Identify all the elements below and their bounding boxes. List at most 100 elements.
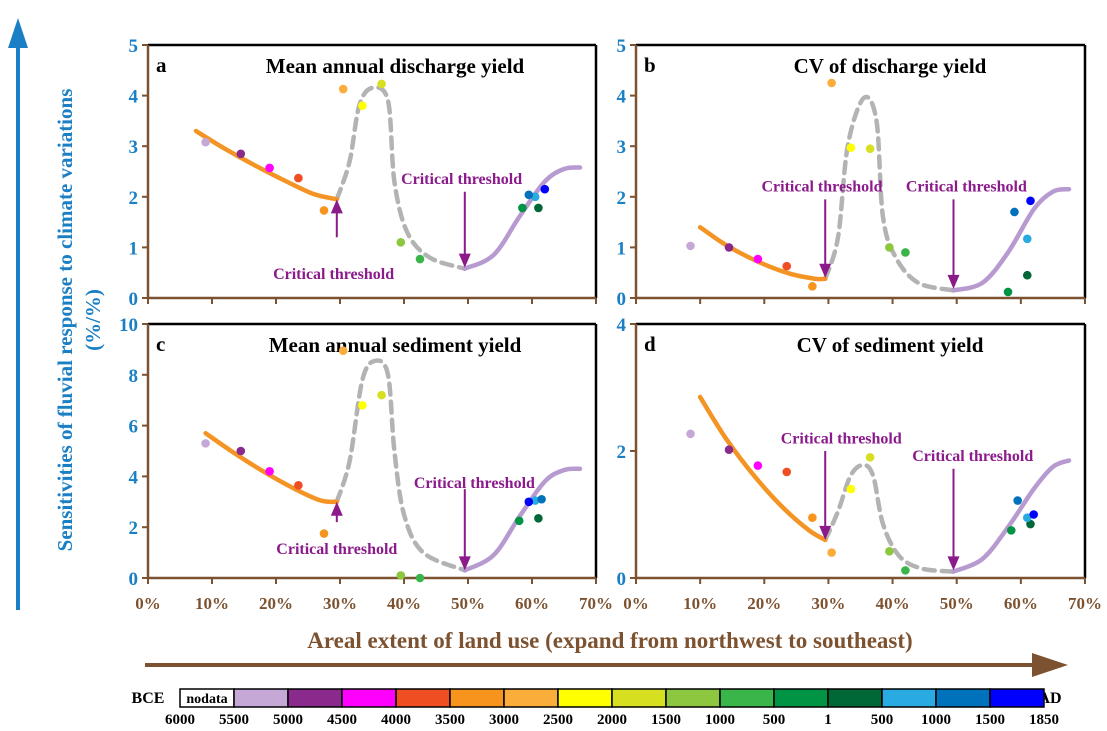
data-point (319, 206, 329, 215)
legend-tick-label: 1 (824, 712, 832, 728)
y-tick-label: 3 (129, 137, 139, 158)
y-tick-label: 4 (129, 87, 139, 108)
x-axis-title-group: Areal extent of land use (expand from no… (145, 628, 1068, 677)
legend-swatch (395, 688, 451, 708)
data-point (686, 429, 695, 439)
panel-title: Mean annual discharge yield (266, 54, 525, 78)
data-point (865, 453, 875, 462)
data-point (377, 390, 386, 400)
data-point (294, 173, 303, 183)
legend-swatch (287, 688, 343, 708)
data-point (724, 243, 734, 252)
x-tick-label: 30% (811, 594, 845, 613)
legend-tick-label: 5000 (273, 712, 303, 728)
data-point (901, 566, 910, 575)
legend-tick-label: 4500 (327, 712, 357, 728)
legend-swatch (557, 688, 613, 708)
legend-swatch (449, 688, 505, 708)
y-tick-label: 0 (617, 289, 627, 310)
legend-tick-label: 500 (763, 712, 786, 728)
legend-swatch (611, 688, 667, 708)
data-point (753, 461, 763, 470)
data-point (415, 254, 425, 264)
time-color-legend: BCE AD nodata 6000 5500 5000 4500 4000 3500 30… (132, 688, 1062, 728)
critical-threshold-label: Critical threshold (912, 448, 1033, 465)
data-point (534, 514, 543, 523)
x-tick-label: 20% (259, 594, 293, 613)
critical-threshold-label: Critical threshold (276, 541, 397, 558)
threshold-arrow-head (947, 556, 960, 571)
legend-tick-label: 1500 (651, 712, 681, 728)
legend-tick-label: 6000 (165, 712, 195, 728)
x-axis-title: Areal extent of land use (expand from no… (307, 628, 912, 653)
y-axis-arrow-head (8, 18, 28, 48)
data-point (534, 203, 543, 213)
data-point (1013, 496, 1022, 505)
late-stage-curve (951, 458, 1072, 574)
y-tick-label: 5 (617, 36, 627, 57)
data-point (540, 184, 550, 194)
data-point (265, 467, 274, 476)
data-point (724, 445, 734, 455)
early-stage-curve (697, 224, 828, 282)
panel-title: Mean annual sediment yield (269, 333, 522, 357)
critical-threshold-label: Critical threshold (401, 171, 522, 188)
data-point (1026, 196, 1035, 206)
legend-tick-label: 1850 (1029, 712, 1059, 728)
legend-swatch (341, 688, 397, 708)
data-point (201, 439, 210, 448)
legend-bce-label: BCE (132, 690, 165, 707)
transition-dashed-curve (334, 85, 468, 271)
x-axis-arrow-head (1032, 653, 1068, 677)
panel-letter: c (156, 332, 165, 356)
data-point (396, 238, 406, 247)
legend-tick-label: 1000 (705, 712, 735, 728)
legend-swatch (665, 688, 721, 708)
x-tick-label: 40% (387, 594, 421, 613)
data-point (338, 84, 348, 94)
y-axis-title-units: (%/%) (81, 289, 105, 351)
panel-b: 0 1 2 3 4 5b CV of discharge yield Critical thr… (617, 36, 1087, 310)
data-point (827, 78, 836, 88)
data-point (530, 496, 540, 505)
legend-tick-label: 5500 (219, 712, 249, 728)
threshold-arrow-head (330, 199, 343, 214)
legend-tick-label: 2000 (597, 712, 627, 728)
x-tick-label: 10% (683, 594, 717, 613)
data-point (415, 573, 425, 583)
x-tick-label: 0% (135, 594, 161, 613)
data-point (265, 163, 274, 173)
y-tick-label: 6 (129, 417, 139, 438)
data-point (518, 203, 527, 213)
data-point (1003, 287, 1013, 297)
data-point (358, 101, 367, 111)
x-tick-label: 30% (323, 594, 357, 613)
early-stage-curve (193, 128, 340, 202)
data-point (808, 513, 817, 522)
legend-tick-label: 4000 (381, 712, 411, 728)
data-point (396, 571, 406, 580)
data-point (885, 243, 894, 252)
y-axis-title-group: Sensitivities of fluvial response to cli… (8, 18, 105, 610)
data-point (294, 480, 303, 490)
transition-dashed-curve (334, 358, 468, 573)
x-tick-label: 0% (623, 594, 649, 613)
data-point (236, 446, 246, 456)
data-point (827, 548, 836, 557)
y-tick-label: 8 (129, 366, 139, 387)
data-point (236, 149, 246, 159)
panel-c: 0 2 4 6 8 10 0% 10% 20% 30% 40% 50% 60% 70% c Mean annu… (119, 315, 613, 613)
y-tick-label: 2 (617, 442, 627, 463)
legend-nodata-label: nodata (186, 692, 227, 707)
data-point (1029, 510, 1038, 519)
data-point (524, 190, 534, 200)
critical-threshold-label: Critical threshold (414, 475, 535, 492)
data-point (808, 282, 817, 291)
critical-threshold-label: Critical threshold (906, 179, 1027, 196)
panel-letter: d (644, 332, 656, 356)
x-tick-label: 70% (579, 594, 613, 613)
threshold-arrow-head (458, 253, 471, 268)
early-stage-curve (203, 430, 340, 505)
y-tick-label: 2 (129, 188, 139, 209)
critical-threshold-label: Critical threshold (781, 430, 902, 447)
